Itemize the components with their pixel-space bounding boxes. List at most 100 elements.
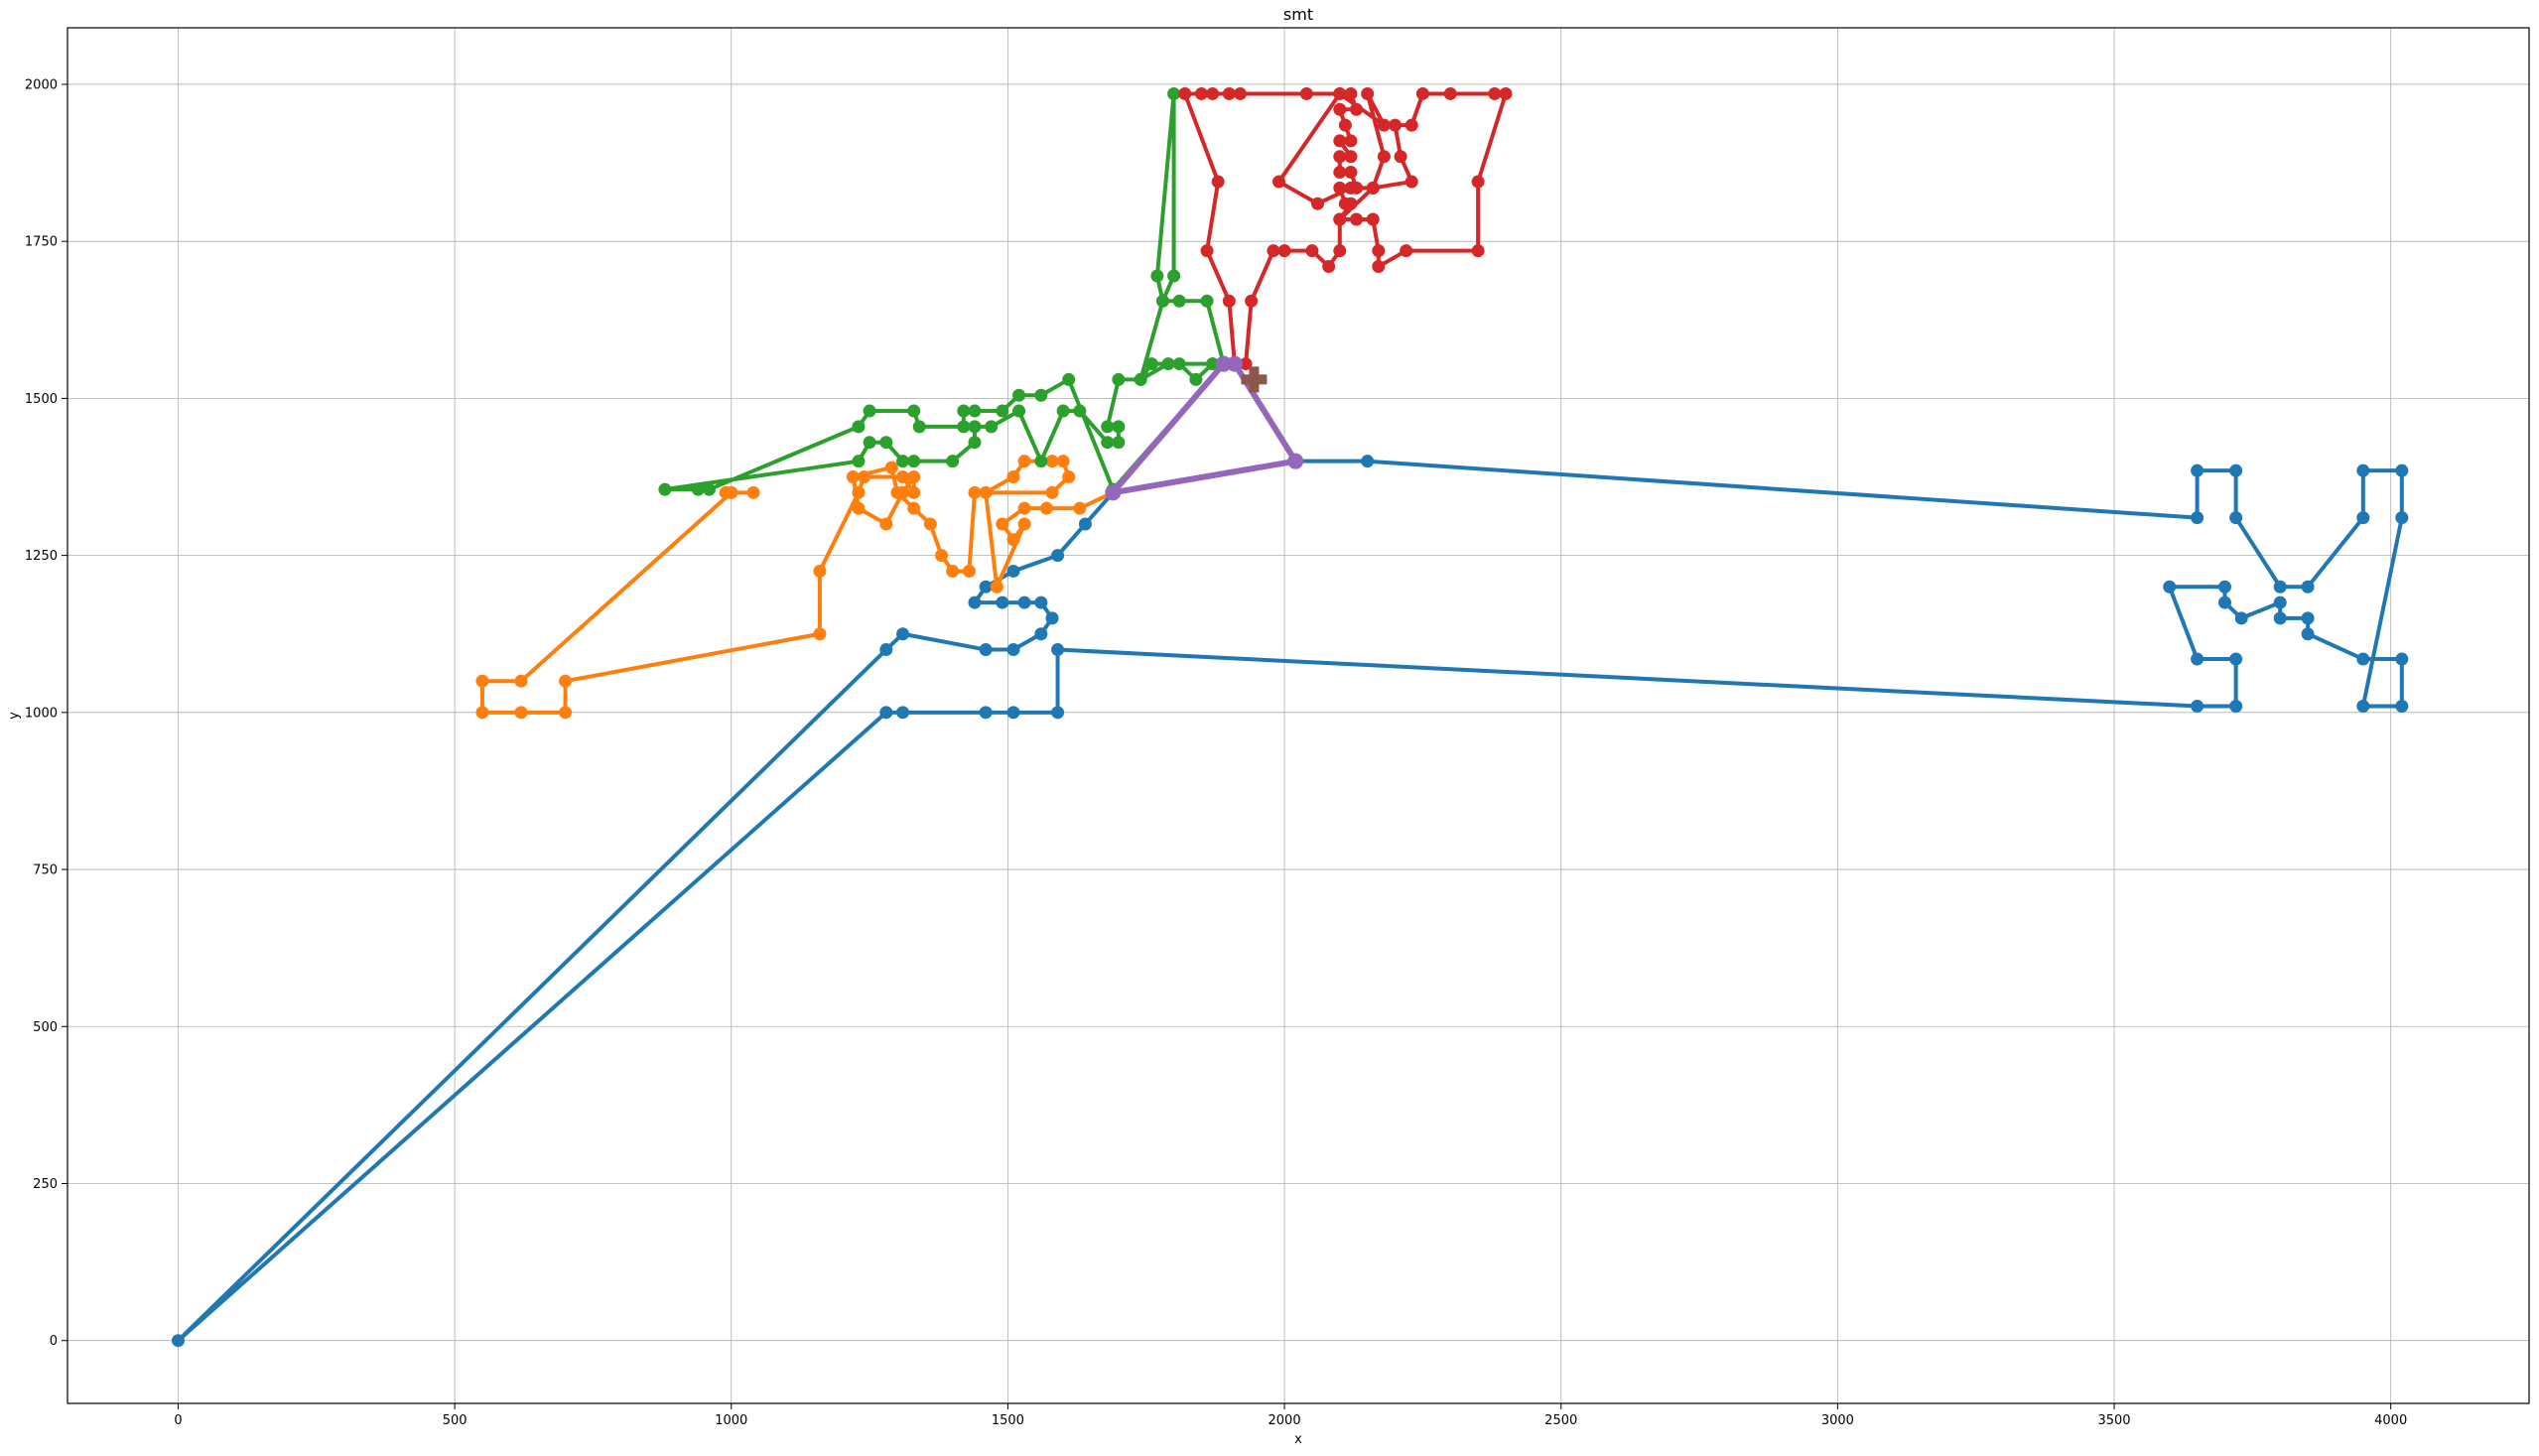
data-point bbox=[1194, 86, 1208, 100]
x-tick-label: 2000 bbox=[1269, 1413, 1301, 1428]
x-tick-label: 0 bbox=[174, 1413, 182, 1428]
data-point bbox=[475, 706, 489, 720]
y-axis-title: y bbox=[7, 712, 22, 720]
series-group bbox=[658, 86, 1231, 496]
data-point bbox=[2217, 580, 2231, 594]
data-point bbox=[475, 674, 489, 688]
data-point bbox=[935, 549, 949, 563]
data-point bbox=[2217, 596, 2231, 609]
data-point bbox=[1333, 244, 1347, 258]
data-point bbox=[896, 455, 910, 468]
data-point bbox=[852, 485, 866, 499]
data-point bbox=[1377, 118, 1391, 132]
data-point bbox=[1333, 86, 1347, 100]
y-tick-label: 1750 bbox=[25, 235, 58, 250]
data-point bbox=[1344, 197, 1358, 210]
data-point bbox=[996, 596, 1009, 609]
data-point bbox=[946, 564, 960, 578]
x-tick-label: 3000 bbox=[1821, 1413, 1854, 1428]
y-tick-label: 1250 bbox=[25, 549, 58, 564]
data-point bbox=[846, 470, 860, 484]
data-point bbox=[559, 674, 573, 688]
series-group bbox=[475, 455, 1120, 720]
data-point bbox=[1226, 355, 1243, 372]
data-point bbox=[1389, 118, 1403, 132]
data-point bbox=[1006, 533, 1020, 547]
data-point bbox=[1471, 244, 1485, 258]
data-point bbox=[1034, 455, 1048, 468]
data-point bbox=[2229, 652, 2243, 666]
data-point bbox=[1338, 118, 1352, 132]
y-tick-label: 250 bbox=[33, 1177, 58, 1192]
grid-lines bbox=[67, 28, 2529, 1403]
data-point bbox=[1017, 501, 1031, 515]
y-tick-label: 1000 bbox=[25, 706, 58, 721]
data-point bbox=[957, 420, 971, 434]
data-point bbox=[884, 461, 898, 474]
data-point bbox=[1305, 244, 1319, 258]
x-axis-title: x bbox=[1294, 1432, 1302, 1447]
data-point bbox=[2191, 700, 2205, 714]
data-point bbox=[2301, 611, 2315, 625]
data-point bbox=[1155, 294, 1169, 308]
data-point bbox=[1056, 404, 1070, 418]
series-group bbox=[1178, 86, 1513, 371]
data-point bbox=[968, 404, 982, 418]
data-point bbox=[2191, 511, 2205, 525]
data-point bbox=[2395, 511, 2409, 525]
data-point bbox=[1017, 517, 1031, 531]
data-point bbox=[907, 455, 921, 468]
data-point bbox=[1488, 86, 1502, 100]
data-point bbox=[1206, 357, 1220, 371]
data-point bbox=[1161, 357, 1175, 371]
data-point bbox=[1366, 181, 1380, 195]
data-point bbox=[514, 706, 528, 720]
data-point bbox=[2229, 700, 2243, 714]
data-point bbox=[1189, 372, 1203, 386]
data-point bbox=[957, 404, 971, 418]
data-point bbox=[879, 517, 893, 531]
data-point bbox=[852, 501, 866, 515]
data-point bbox=[2234, 611, 2248, 625]
data-point bbox=[1034, 596, 1048, 609]
series-line bbox=[479, 459, 1116, 715]
data-point bbox=[907, 501, 921, 515]
x-tick-label: 2500 bbox=[1544, 1413, 1577, 1428]
data-point bbox=[2395, 652, 2409, 666]
x-tick-label: 1000 bbox=[715, 1413, 747, 1428]
data-point bbox=[1006, 470, 1020, 484]
data-point bbox=[2356, 463, 2370, 477]
data-point bbox=[879, 706, 893, 720]
data-point bbox=[1222, 86, 1236, 100]
data-point bbox=[1012, 404, 1026, 418]
data-point bbox=[907, 485, 921, 499]
data-point bbox=[514, 674, 528, 688]
data-point bbox=[719, 485, 733, 499]
data-point bbox=[1361, 86, 1375, 100]
data-point bbox=[979, 485, 993, 499]
data-point bbox=[1051, 706, 1065, 720]
data-point bbox=[1073, 501, 1087, 515]
ticks: 0 500 1000 1500 2000 2500 3000 3500 4000 0 250 500 7… bbox=[25, 77, 2407, 1428]
data-point bbox=[1344, 166, 1358, 180]
data-point bbox=[1400, 244, 1413, 258]
data-point bbox=[1239, 357, 1253, 371]
data-point bbox=[1404, 175, 1418, 189]
data-point bbox=[907, 470, 921, 484]
data-point bbox=[1172, 357, 1186, 371]
data-point bbox=[702, 482, 716, 496]
data-point bbox=[1006, 643, 1020, 657]
x-tick-label: 3500 bbox=[2097, 1413, 2130, 1428]
data-point bbox=[1101, 436, 1115, 450]
data-point bbox=[1344, 86, 1358, 100]
data-point bbox=[1222, 294, 1236, 308]
data-point bbox=[1078, 517, 1092, 531]
data-point bbox=[1006, 564, 1020, 578]
data-point bbox=[2229, 463, 2243, 477]
data-point bbox=[2301, 580, 2315, 594]
data-point bbox=[1271, 175, 1285, 189]
data-point bbox=[1062, 372, 1076, 386]
data-point bbox=[1404, 118, 1418, 132]
data-point bbox=[1471, 175, 1485, 189]
